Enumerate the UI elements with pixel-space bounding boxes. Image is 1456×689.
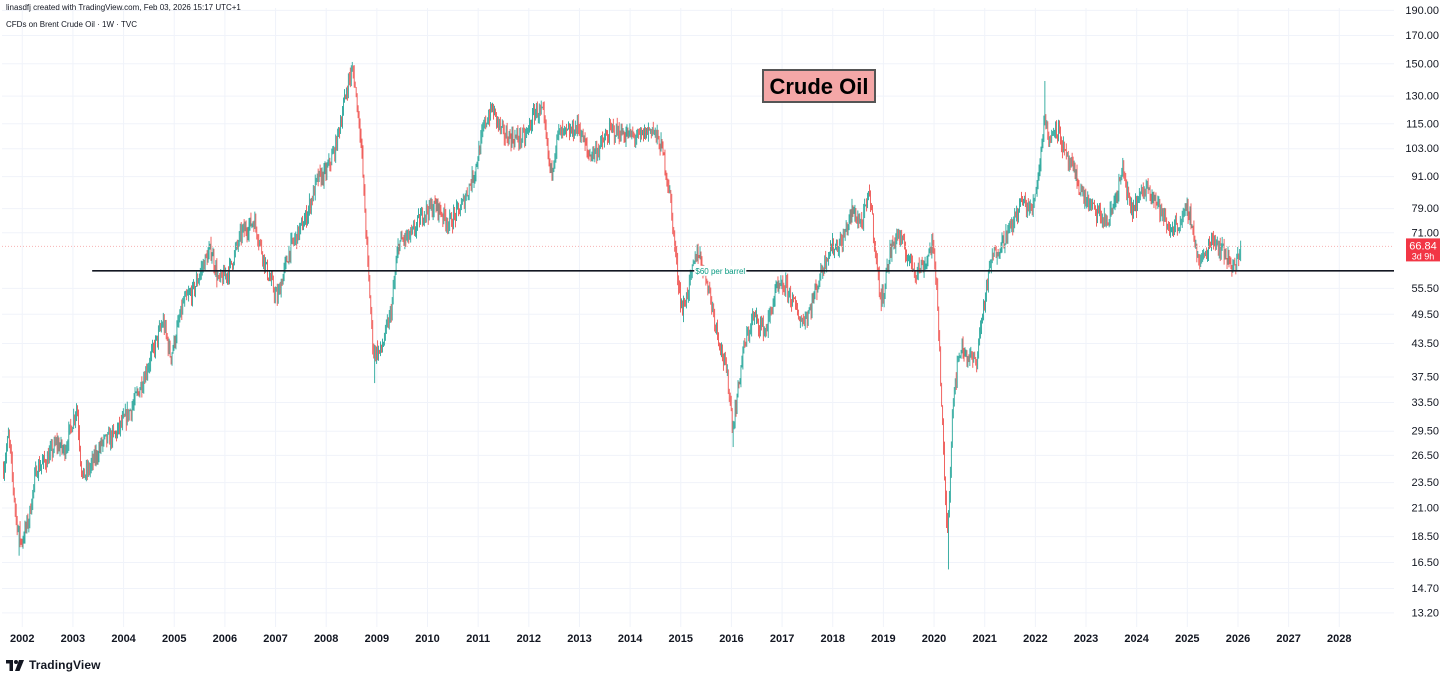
chart-title-text: Crude Oil [769,74,868,99]
y-tick-label: 18.50 [1411,531,1439,543]
axes: 190.00 170.00 150.00 130.00 115.00 103.00 91.0… [10,5,1440,645]
y-tick-label: 16.50 [1411,557,1439,569]
x-tick-label: 2003 [61,633,85,645]
last-price-tag-bg [1406,238,1440,262]
y-tick-label: 115.00 [1406,118,1439,130]
x-tick-label: 2015 [669,633,693,645]
brand-text: TradingView [29,658,101,672]
x-tick-label: 2025 [1175,633,1199,645]
grid-lines [2,8,1394,627]
x-tick-label: 2002 [10,633,34,645]
x-tick-label: 2010 [415,633,439,645]
x-tick-label: 2028 [1327,633,1351,645]
y-tick-label: 26.50 [1411,450,1439,462]
y-tick-label: 130.00 [1405,91,1439,103]
x-tick-label: 2022 [1023,633,1047,645]
x-tick-label: 2014 [618,633,643,645]
y-tick-label: 71.00 [1411,227,1439,239]
candles [3,61,1242,570]
x-tick-label: 2013 [567,633,591,645]
y-tick-label: 49.50 [1411,309,1439,321]
x-tick-label: 2016 [719,633,743,645]
y-tick-label: 14.70 [1411,583,1439,595]
y-tick-label: 190.00 [1405,5,1439,17]
x-tick-label: 2020 [922,633,946,645]
symbol-title: CFDs on Brent Crude Oil · 1W · TVC [6,20,137,29]
y-tick-label: 37.50 [1411,371,1439,383]
y-tick-label: 91.00 [1411,171,1439,183]
y-tick-label: 13.20 [1411,607,1439,619]
last-price-countdown: 3d 9h [1412,251,1435,261]
x-tick-label: 2012 [517,633,541,645]
x-tick-label: 2011 [466,633,490,645]
x-tick-label: 2027 [1276,633,1300,645]
x-tick-label: 2018 [821,633,845,645]
y-tick-label: 43.50 [1411,338,1439,350]
last-price-value: 66.84 [1409,240,1437,252]
overlays: $60 per barrel Crude Oil [2,69,1394,276]
y-tick-label: 33.50 [1411,397,1439,409]
x-tick-label: 2021 [972,633,996,645]
y-tick-label: 55.50 [1411,283,1439,295]
tradingview-logo[interactable]: TradingView [6,658,101,672]
chart-title-box [762,69,876,103]
sixty-dollar-label: $60 per barrel [695,267,745,276]
chart-title: Crude Oil [762,69,876,103]
y-tick-label: 103.00 [1405,143,1439,155]
y-tick-label: 79.00 [1411,203,1439,215]
y-tick-label: 23.50 [1411,477,1439,489]
x-tick-label: 2024 [1124,633,1149,645]
tradingview-icon [6,659,24,671]
x-tick-label: 2019 [871,633,895,645]
sixty-label-bg [694,265,747,276]
x-tick-label: 2007 [263,633,287,645]
y-tick-label: 170.00 [1405,30,1439,42]
x-tick-label: 2023 [1074,633,1098,645]
x-tick-label: 2009 [365,633,389,645]
x-tick-label: 2005 [162,633,186,645]
y-tick-label: 21.00 [1411,502,1439,514]
x-tick-label: 2017 [770,633,794,645]
x-tick-label: 2006 [213,633,237,645]
x-tick-label: 2008 [314,633,338,645]
x-tick-label: 2026 [1226,633,1250,645]
x-tick-label: 2004 [111,633,136,645]
y-tick-label: 29.50 [1411,426,1439,438]
credit-text: linasdfj created with TradingView.com, F… [6,3,241,12]
y-tick-label: 150.00 [1405,58,1439,70]
